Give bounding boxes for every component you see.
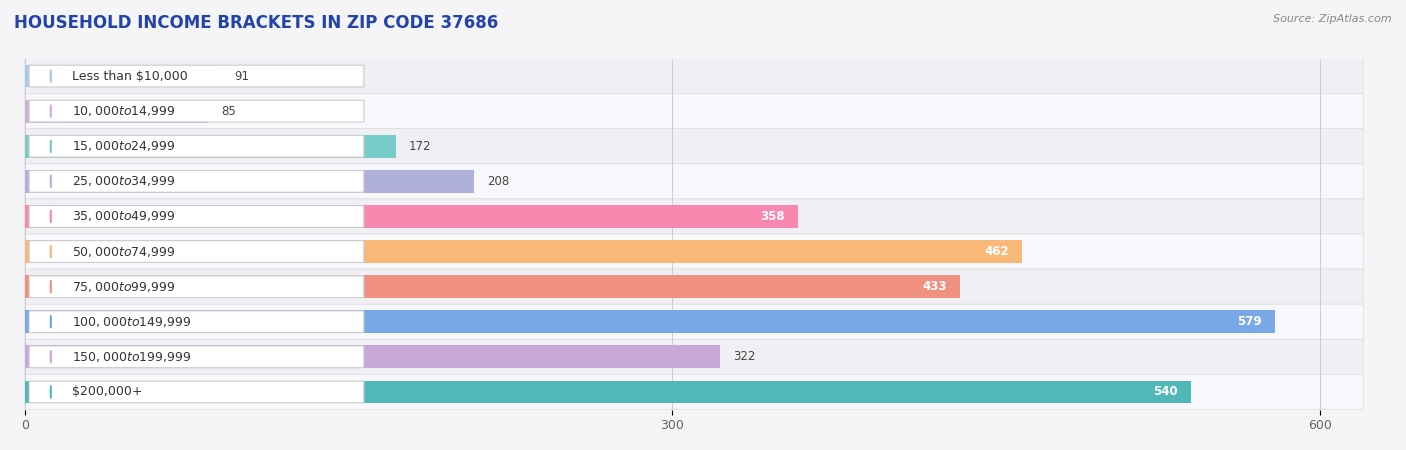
Bar [25,135,396,158]
FancyBboxPatch shape [30,171,364,192]
Text: 540: 540 [1153,386,1178,398]
Text: 462: 462 [984,245,1010,258]
Text: Source: ZipAtlas.com: Source: ZipAtlas.com [1274,14,1392,23]
Bar [25,310,1275,333]
FancyBboxPatch shape [25,304,1364,339]
Text: $15,000 to $24,999: $15,000 to $24,999 [72,139,176,153]
FancyBboxPatch shape [25,269,1364,304]
Text: 85: 85 [221,105,236,117]
Bar [25,275,960,298]
FancyBboxPatch shape [30,65,364,87]
FancyBboxPatch shape [30,135,364,157]
Text: 91: 91 [235,70,249,82]
FancyBboxPatch shape [25,94,1364,129]
Text: $75,000 to $99,999: $75,000 to $99,999 [72,279,176,294]
FancyBboxPatch shape [30,206,364,227]
FancyBboxPatch shape [25,58,1364,94]
FancyBboxPatch shape [30,381,364,403]
Bar [25,381,1191,403]
Bar [25,346,720,368]
Text: $35,000 to $49,999: $35,000 to $49,999 [72,209,176,224]
Text: 322: 322 [733,351,755,363]
Bar [25,100,208,122]
Text: $25,000 to $34,999: $25,000 to $34,999 [72,174,176,189]
Text: $150,000 to $199,999: $150,000 to $199,999 [72,350,191,364]
Text: $50,000 to $74,999: $50,000 to $74,999 [72,244,176,259]
Text: 358: 358 [761,210,785,223]
FancyBboxPatch shape [30,100,364,122]
Text: HOUSEHOLD INCOME BRACKETS IN ZIP CODE 37686: HOUSEHOLD INCOME BRACKETS IN ZIP CODE 37… [14,14,498,32]
FancyBboxPatch shape [30,276,364,297]
FancyBboxPatch shape [25,129,1364,164]
FancyBboxPatch shape [30,241,364,262]
FancyBboxPatch shape [30,346,364,368]
Text: $100,000 to $149,999: $100,000 to $149,999 [72,315,191,329]
Bar [25,240,1022,263]
Text: $10,000 to $14,999: $10,000 to $14,999 [72,104,176,118]
FancyBboxPatch shape [25,199,1364,234]
Text: 208: 208 [486,175,509,188]
Text: 172: 172 [409,140,432,153]
FancyBboxPatch shape [25,339,1364,374]
FancyBboxPatch shape [25,234,1364,269]
FancyBboxPatch shape [30,311,364,333]
Bar [25,65,221,87]
Text: 579: 579 [1237,315,1261,328]
Text: $200,000+: $200,000+ [72,386,143,398]
Bar [25,205,797,228]
Text: 433: 433 [922,280,946,293]
Bar [25,170,474,193]
FancyBboxPatch shape [25,164,1364,199]
Text: Less than $10,000: Less than $10,000 [72,70,188,82]
FancyBboxPatch shape [25,374,1364,410]
